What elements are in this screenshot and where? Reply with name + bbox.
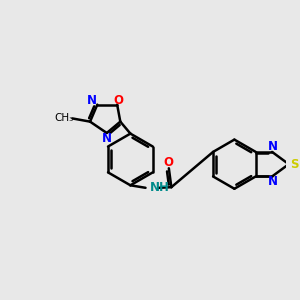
Text: O: O: [113, 94, 123, 107]
Text: S: S: [290, 158, 299, 171]
Text: N: N: [102, 132, 112, 145]
Text: CH₃: CH₃: [54, 113, 74, 124]
Text: N: N: [268, 175, 278, 188]
Text: N: N: [87, 94, 97, 107]
Text: N: N: [268, 140, 278, 153]
Text: NH: NH: [150, 181, 170, 194]
Text: O: O: [164, 156, 173, 170]
